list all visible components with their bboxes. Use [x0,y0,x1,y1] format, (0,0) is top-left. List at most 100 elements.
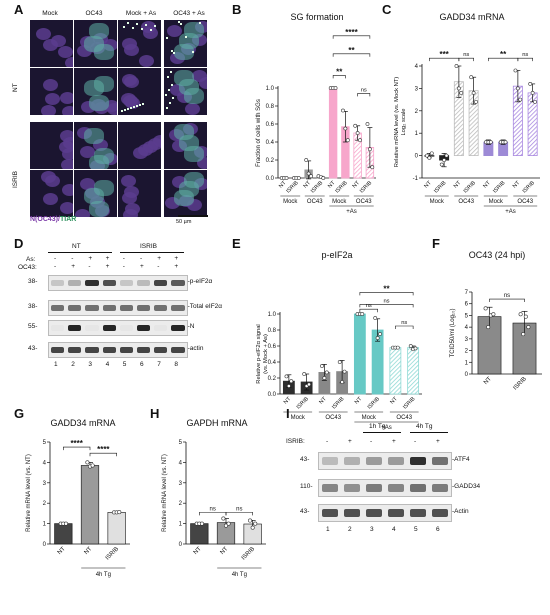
data-point [296,176,301,180]
blot-strip [318,479,452,497]
row-label-isrib: ISRIB [12,171,19,188]
sig-bracket [199,512,227,516]
y-tick-label: 3 [43,481,47,487]
x-tick-label: ISRIB [359,180,374,195]
x-tick-label: NT [423,180,433,190]
band-label: -actin [187,345,204,352]
x-tick-label: NT [327,180,337,190]
data-point [337,360,342,364]
sig-label: **** [70,439,83,448]
blot-band [119,304,133,312]
x-tick-label: ISRIB [310,180,325,195]
data-point [253,521,258,526]
group-label: OC43 [517,199,533,205]
y-tick-label: 2 [415,109,419,115]
mw-marker: 43- [28,345,38,352]
mw-marker: 38- [28,278,38,285]
col-header-mock-as: Mock + As [125,10,157,17]
blot-band [137,279,151,287]
x-tick-label: ISRIB [105,546,120,561]
data-point [289,379,294,384]
data-point [444,153,449,158]
data-point [85,460,90,465]
col-header-oc43-as: OC43 + As [173,10,205,17]
data-point [513,68,518,73]
data-point [413,346,418,351]
bar [107,512,126,545]
data-point [353,123,358,128]
y-axis-label: Relative mRNA level (vs. NT) [26,454,32,532]
sig-label: ns [236,506,242,512]
blot-band [171,324,185,332]
panel-e-chart: 0.0 0.2 0.4 0.6 0.8 1.0 Relative p-eIF2α signa… [256,284,422,431]
x-tick-label: NT [278,180,288,190]
data-point [248,518,253,523]
data-point [284,374,289,379]
data-point [459,90,464,95]
y-tick-label: 3 [415,86,419,92]
as-sign: + [174,255,179,262]
data-point [491,312,496,317]
sig-bracket [357,93,371,97]
blot-band [102,346,116,354]
sig-bracket [332,75,346,79]
data-point [408,344,413,348]
blot-band [321,509,339,517]
data-point [533,99,537,104]
sig-label: ns [401,320,407,326]
micrograph-tile [118,20,161,67]
blot-band [154,324,168,332]
y-tick-label: 1 [179,522,183,528]
oc43-sign: + [174,263,179,270]
lane-number: 5 [122,361,127,368]
blot-band [102,279,116,287]
sig-bracket [395,325,414,329]
x-tick-label: ISRIB [296,396,311,411]
isrib-sign: + [348,438,352,445]
as-sign: + [88,255,93,262]
data-point [358,138,362,143]
data-point [521,332,526,337]
data-point [340,380,345,384]
data-point [469,75,474,80]
data-point [117,510,122,515]
blot-band [321,457,339,465]
blot-band [171,279,185,287]
y-tick-label: 2 [179,501,183,507]
y-tick-label: 0.0 [266,176,275,182]
lane-number: 8 [174,361,179,368]
data-point [454,64,459,68]
data-point [321,176,326,180]
x-tick-label: ISRIB [513,376,528,391]
data-point [486,325,491,330]
sig-bracket [359,292,414,296]
blot-band [365,457,383,465]
data-point [341,108,345,113]
band-label: -GADD34 [452,483,481,490]
blot-band [431,457,449,465]
y-tick-label: 0.4 [266,140,275,146]
blot-band [343,484,361,492]
band-label: -Total eIF2α [187,303,223,310]
panel-c-label: C [382,2,392,17]
x-tick-label: NT [220,546,230,556]
data-point [90,463,95,468]
group-label: Mock [362,415,377,421]
lane-number: 1 [326,526,330,533]
x-tick-label: ISRIB [334,180,349,195]
y-tick-label: 3 [179,481,183,487]
blot-band [387,457,405,465]
oc43-sign: + [140,263,144,270]
super-group-label: +As [505,209,516,215]
blot-band [154,279,168,287]
isrib-bracket [120,252,184,253]
sig-label: ns [361,87,367,93]
blot-band [102,324,116,332]
blot-band [51,304,65,312]
blot-band [51,279,65,287]
blot-band [119,279,133,287]
data-point [528,82,533,86]
x-tick-label: NT [303,180,313,190]
band-label: -N [187,323,195,330]
micrograph-tile [30,68,73,115]
